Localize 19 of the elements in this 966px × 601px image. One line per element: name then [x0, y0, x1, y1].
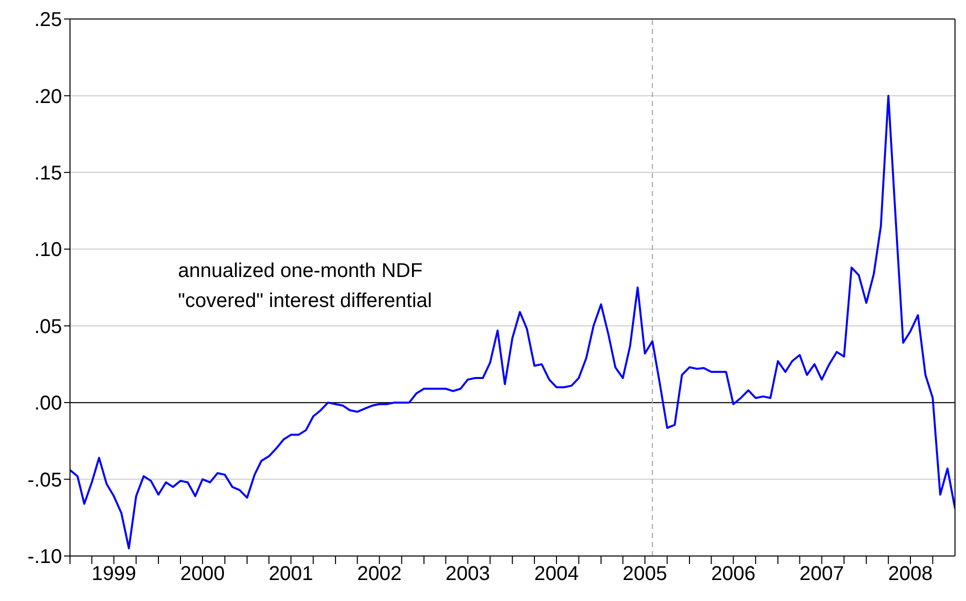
y-tick-label: .25: [34, 9, 62, 32]
y-tick-label: -.05: [28, 469, 62, 492]
annotation: annualized one-month NDF "covered" interest differential: [178, 259, 432, 314]
x-tick-label: 2000: [180, 563, 225, 586]
x-tick-label: 2007: [800, 563, 844, 586]
x-tick-label: 2002: [357, 563, 402, 586]
x-tick-label: 2006: [711, 563, 756, 586]
y-tick-label: .05: [34, 316, 62, 338]
x-tick-label: 2005: [622, 563, 668, 586]
y-tick-label: -.10: [28, 546, 62, 568]
x-tick-label: 2001: [268, 563, 314, 586]
x-tick-label: 2004: [534, 563, 579, 586]
y-tick-label: .20: [34, 86, 62, 108]
y-tick-label: .00: [34, 392, 62, 415]
y-tick-label: .10: [34, 239, 62, 262]
x-tick-label: 2003: [446, 563, 490, 586]
x-tick-label: 2008: [888, 563, 933, 586]
y-tick-label: .15: [34, 162, 62, 185]
x-tick-label: 1999: [92, 563, 136, 586]
